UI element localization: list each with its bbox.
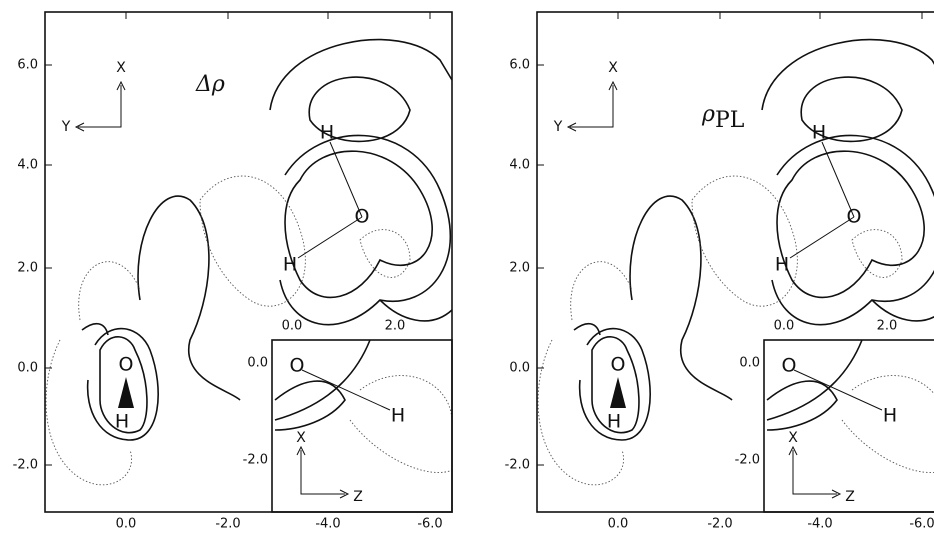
axis-arrows	[74, 80, 126, 132]
y-tick-label: 6.0	[509, 58, 530, 73]
inset-y-tick-label: -2.0	[735, 453, 760, 468]
x-tick-label: -4.0	[315, 517, 340, 532]
x-tick-label: 0.0	[608, 517, 629, 532]
x-tick-label: -2.0	[215, 517, 240, 532]
atom-label: H	[775, 254, 789, 276]
y-tick-label: 0.0	[509, 361, 530, 376]
inset-axis-arrows	[788, 445, 842, 499]
inset-y-tick-label: -2.0	[243, 453, 268, 468]
axis-label: X	[608, 60, 618, 76]
y-tick-label: 0.0	[17, 361, 38, 376]
panel-title: Δρ	[195, 72, 225, 97]
bonds	[297, 141, 391, 411]
atom-label: O	[290, 355, 305, 377]
y-tick-label: -2.0	[13, 458, 38, 473]
inset-x-tick-label: 2.0	[877, 319, 898, 334]
atom-label: O	[782, 355, 797, 377]
inset	[763, 339, 934, 513]
axis-label: Y	[553, 119, 563, 135]
x-tick-label: 0.0	[116, 517, 137, 532]
inset-x-tick-label: 2.0	[385, 319, 406, 334]
inset-x-tick-label: 0.0	[282, 319, 303, 334]
x-tick-label: -2.0	[707, 517, 732, 532]
frame	[44, 11, 453, 513]
x-tick-label: -6.0	[909, 517, 934, 532]
inset-y-tick-label: 0.0	[247, 356, 268, 371]
atom-label: H	[812, 122, 826, 144]
wedge	[118, 377, 134, 408]
atom-label: O	[355, 206, 370, 228]
title-subscript: PL	[715, 108, 745, 133]
y-tick-label: -2.0	[505, 458, 530, 473]
wedge	[610, 377, 626, 408]
y-tick-label: 2.0	[17, 261, 38, 276]
atom-label: H	[320, 122, 334, 144]
y-tick-label: 2.0	[509, 261, 530, 276]
panel: 6.0 4.0 2.0 0.0 -2.0 0.0 -2.0 -4.0 -6.0 0.0 2.0 0.0…	[505, 11, 934, 532]
y-tick-label: 4.0	[509, 158, 530, 173]
axis-arrows	[566, 80, 618, 132]
y-tick-label: 6.0	[17, 58, 38, 73]
inset	[271, 339, 453, 513]
frame	[536, 11, 934, 513]
atom-label: O	[119, 354, 134, 376]
inset-x-tick-label: 0.0	[774, 319, 795, 334]
contours	[537, 38, 934, 486]
inset-axis-arrows	[296, 445, 350, 499]
inset-axis-label: X	[296, 430, 306, 446]
bonds	[789, 141, 883, 411]
atom-label: H	[391, 405, 405, 427]
x-tick-label: -4.0	[807, 517, 832, 532]
y-tick-label: 4.0	[17, 158, 38, 173]
atom-label: H	[283, 254, 297, 276]
panel-title: ρPL	[701, 102, 745, 133]
inset-y-tick-label: 0.0	[739, 356, 760, 371]
atom-label: O	[847, 206, 862, 228]
panel: 6.0 4.0 2.0 0.0 -2.0 0.0 -2.0 -4.0 -6.0 0.0 2.0 0.0…	[13, 11, 453, 532]
atom-label: H	[883, 405, 897, 427]
inset-axis-label: Z	[353, 489, 363, 505]
axis-label: Y	[61, 119, 71, 135]
atom-label: H	[115, 411, 129, 433]
axis-label: X	[116, 60, 126, 76]
atom-label: H	[607, 411, 621, 433]
inset-axis-label: X	[788, 430, 798, 446]
inset-axis-label: Z	[845, 489, 855, 505]
atom-label: O	[611, 354, 626, 376]
x-tick-label: -6.0	[417, 517, 442, 532]
